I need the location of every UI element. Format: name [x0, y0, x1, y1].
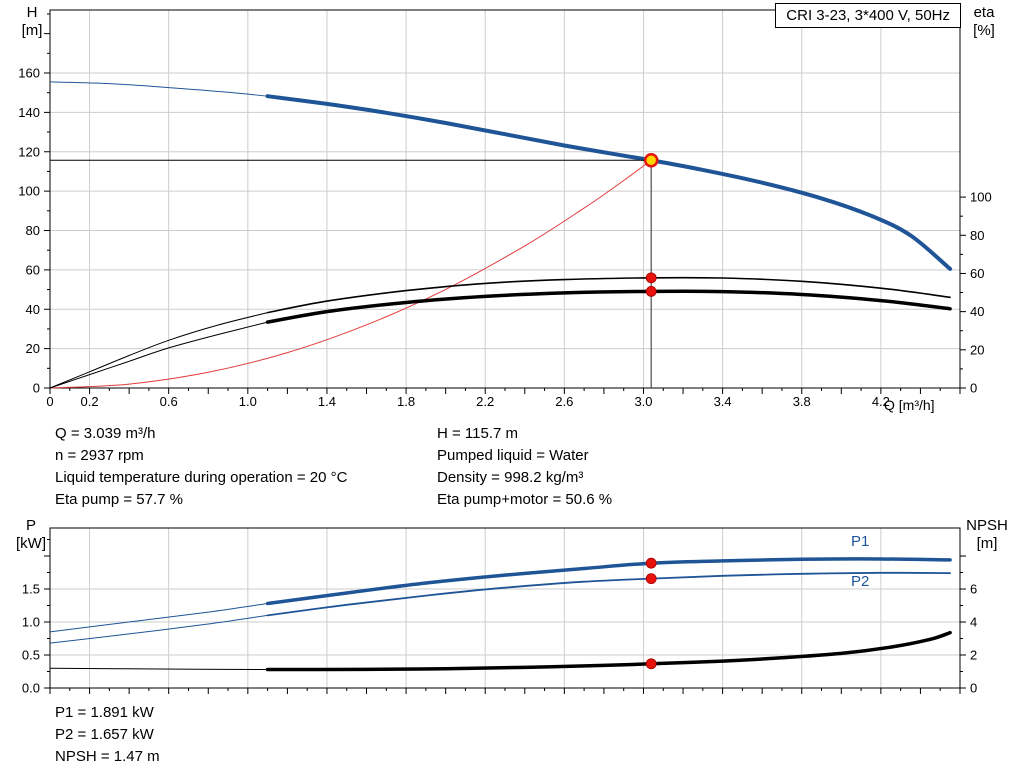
eta-axis-label-unit: [%]: [973, 22, 995, 39]
info-q: Q = 3.039 m³/h: [55, 425, 156, 442]
eta-axis-label-symbol: eta: [973, 4, 995, 21]
y-right-tick-label: 40: [970, 304, 984, 319]
pump-hq-curve-thin: [49, 81, 268, 97]
duty-dot: [645, 573, 657, 585]
x-axis-tick-label: 3.8: [793, 394, 811, 409]
pump-hq-curve: [265, 94, 953, 271]
y-left-tick-label: 20: [26, 341, 40, 356]
system-curve-thin: [49, 159, 652, 389]
info-npsh: NPSH = 1.47 m: [55, 748, 160, 765]
x-axis-tick-label: 2.2: [476, 394, 494, 409]
duty-dot: [645, 272, 657, 284]
y-right-tick-label: 20: [970, 342, 984, 357]
p-axis-label-unit: [kW]: [16, 535, 46, 552]
p1-series-label: P1: [851, 533, 870, 550]
y-right-tick-label: 60: [970, 266, 984, 281]
y-left-tick-label: 0.0: [22, 681, 40, 696]
p-axis-label-symbol: P: [25, 517, 36, 534]
duty-dot: [645, 658, 657, 670]
y-right-tick-label: 0: [970, 381, 977, 396]
duty-dot: [645, 557, 657, 569]
p2-curve: [266, 571, 951, 617]
info-pumped-liquid: Pumped liquid = Water: [437, 447, 589, 464]
duty-info-block: Q = 3.039 m³/h H = 115.7 m n = 2937 rpm …: [55, 425, 612, 513]
info-density: Density = 998.2 kg/m³: [437, 469, 584, 486]
info-n: n = 2937 rpm: [55, 447, 144, 464]
y-right-tick-label: 100: [970, 190, 992, 205]
x-axis-tick-label: 2.6: [555, 394, 573, 409]
npsh-curve-thin: [49, 667, 268, 670]
p-axis-label: P [kW]: [6, 517, 56, 553]
x-axis-tick-label: 0.6: [160, 394, 178, 409]
x-axis-tick-label: 0.2: [81, 394, 99, 409]
h-axis-label: H [m]: [8, 4, 56, 40]
y-left-tick-label: 80: [26, 223, 40, 238]
q-axis-label: Q [m³/h]: [884, 397, 935, 413]
y-right-tick-label: 2: [970, 648, 977, 663]
p2-curve-thin: [49, 614, 268, 644]
y-left-tick-label: 140: [18, 105, 40, 120]
y-left-tick-label: 40: [26, 302, 40, 317]
x-axis-tick-label: 0: [46, 394, 53, 409]
npsh-axis-label-unit: [m]: [976, 535, 998, 552]
x-axis-tick-label: 4.2: [872, 394, 890, 409]
info-liquid-temperature: Liquid temperature during operation = 20…: [55, 469, 348, 486]
npsh-curve: [265, 630, 952, 672]
y-left-tick-label: 160: [18, 66, 40, 81]
y-left-tick-label: 0.5: [22, 647, 40, 662]
pump-model-title: CRI 3-23, 3*400 V, 50Hz: [775, 3, 961, 28]
y-left-tick-label: 120: [18, 144, 40, 159]
y-left-tick-label: 100: [18, 184, 40, 199]
duty-dot: [645, 285, 657, 297]
info-p2: P2 = 1.657 kW: [55, 726, 154, 743]
info-eta-pump-motor: Eta pump+motor = 50.6 %: [437, 491, 613, 508]
x-axis-tick-label: 3.0: [634, 394, 652, 409]
info-eta-pump: Eta pump = 57.7 %: [55, 491, 183, 508]
npsh-axis-label: NPSH [m]: [958, 517, 1016, 553]
p2-series-label: P2: [851, 573, 870, 590]
info-p1: P1 = 1.891 kW: [55, 704, 154, 721]
info-h: H = 115.7 m: [437, 425, 519, 442]
p1-curve-thin: [49, 603, 268, 633]
x-axis-tick-label: 1.0: [239, 394, 257, 409]
h-axis-label-unit: [m]: [21, 22, 43, 39]
duty-point-marker: [643, 152, 659, 168]
npsh-axis-label-symbol: NPSH: [966, 517, 1008, 534]
x-axis-tick-label: 1.8: [397, 394, 415, 409]
y-right-tick-label: 4: [970, 615, 977, 630]
y-left-tick-label: 1.0: [22, 614, 40, 629]
x-axis-tick-label: 1.4: [318, 394, 336, 409]
eta-pump-curve-thin: [49, 312, 268, 389]
eta-axis-label: eta [%]: [960, 4, 1008, 40]
y-right-tick-label: 6: [970, 582, 977, 597]
power-info-block: P1 = 1.891 kW P2 = 1.657 kW NPSH = 1.47 …: [55, 702, 160, 768]
y-right-tick-label: 80: [970, 228, 984, 243]
y-left-tick-label: 60: [26, 262, 40, 277]
y-left-tick-label: 1.5: [22, 581, 40, 596]
eta-pump-motor-curve: [265, 289, 952, 324]
eta-pump-motor-curve-thin: [49, 321, 268, 389]
plot-frame: [49, 527, 961, 689]
eta-pump-curve: [266, 276, 951, 314]
p1-curve: [265, 557, 952, 606]
x-axis-tick-label: 3.4: [714, 394, 732, 409]
y-right-tick-label: 0: [970, 681, 977, 696]
y-left-tick-label: 0: [33, 381, 40, 396]
h-axis-label-symbol: H: [26, 4, 38, 21]
